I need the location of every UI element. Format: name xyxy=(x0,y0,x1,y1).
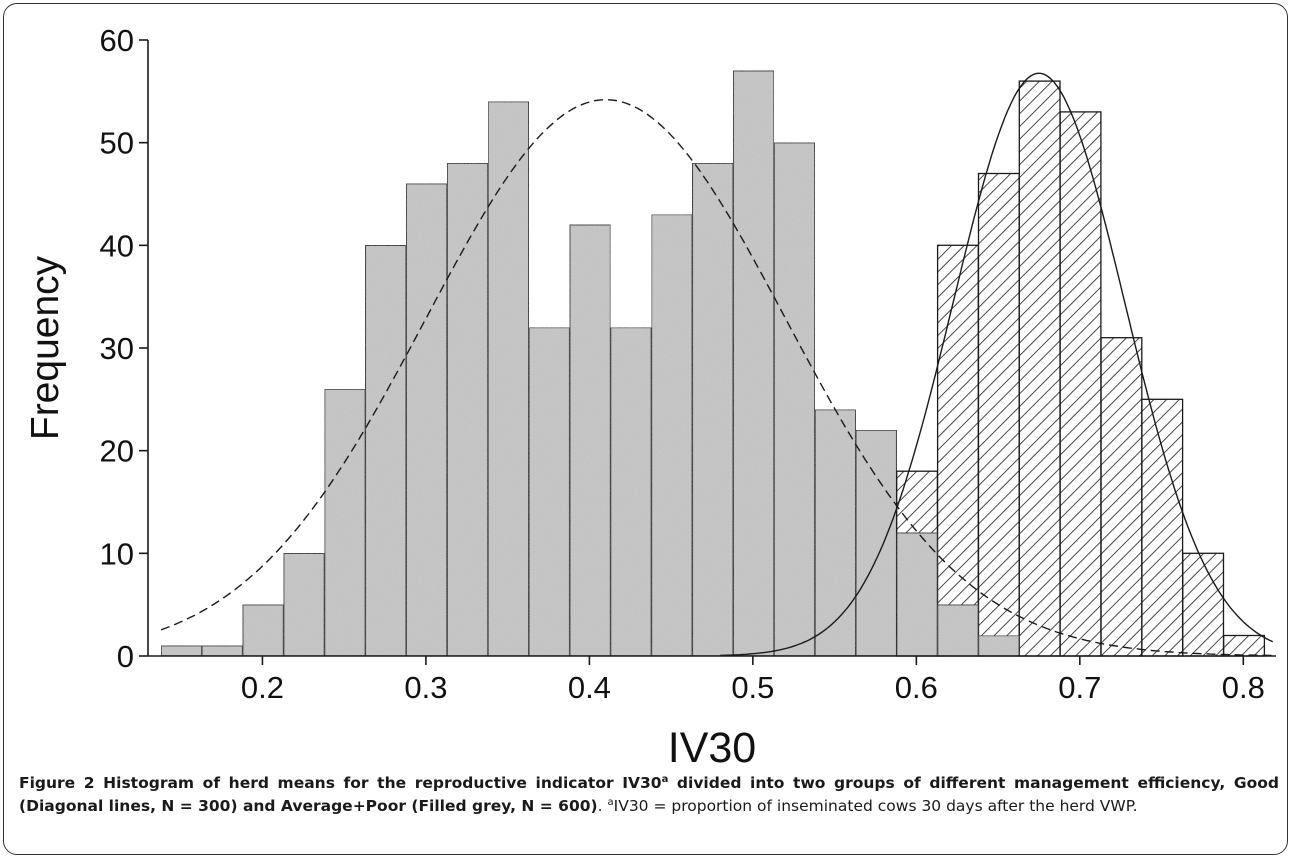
bar-diagonal-8 xyxy=(1223,634,1266,657)
x-tick-label: 0.3 xyxy=(404,670,447,705)
figure-caption: Figure 2 Histogram of herd means for the… xyxy=(19,773,1279,815)
bar-grey-17 xyxy=(855,429,898,657)
bar-grey-overlay-20 xyxy=(977,634,1020,657)
caption-note-marker: a xyxy=(607,796,614,808)
x-tick-label: 0.6 xyxy=(895,670,938,705)
density-curves xyxy=(160,72,1273,656)
x-tick-label: 0.2 xyxy=(241,670,284,705)
bar-grey-0 xyxy=(160,645,203,657)
y-ticks: 0 10 20 30 40 50 60 xyxy=(100,23,148,674)
bar-grey-15 xyxy=(773,142,816,657)
x-ticks: 0.2 0.3 0.4 0.5 0.6 0.7 0.8 xyxy=(241,656,1265,705)
y-tick-label: 10 xyxy=(100,536,134,571)
bar-grey-8 xyxy=(487,100,530,657)
bar-grey-14 xyxy=(732,70,775,657)
bar-grey-12 xyxy=(650,213,693,657)
y-tick-label: 0 xyxy=(117,639,134,674)
histogram-chart: 0 10 20 30 40 50 60 0.2 0.3 0.4 0.5 0.6 0.7 0.8 Freq… xyxy=(24,23,1276,770)
bar-diagonal-5 xyxy=(1100,337,1143,657)
y-axis-label: Frequency xyxy=(24,255,67,440)
bar-grey-overlay-18 xyxy=(896,532,939,657)
y-tick-label: 20 xyxy=(100,434,134,469)
dashed-density-curve xyxy=(160,98,1273,656)
bar-grey-4 xyxy=(323,388,366,657)
caption-lead: Figure 2 Histogram of herd means for the… xyxy=(19,773,1279,815)
bar-grey-10 xyxy=(569,224,612,657)
bar-grey-2 xyxy=(242,604,285,657)
bar-grey-13 xyxy=(691,162,734,657)
caption-note: IV30 = proportion of inseminated cows 30… xyxy=(613,797,1138,815)
x-axis-label: IV30 xyxy=(668,724,756,770)
bar-grey-7 xyxy=(446,162,489,657)
bar-grey-3 xyxy=(283,552,326,657)
bar-grey-5 xyxy=(364,244,407,657)
bar-diagonal-6 xyxy=(1141,398,1184,657)
y-tick-label: 60 xyxy=(100,23,134,58)
y-tick-label: 40 xyxy=(100,228,134,263)
bar-grey-1 xyxy=(201,645,244,657)
bar-diagonal-2 xyxy=(977,172,1020,657)
y-tick-label: 30 xyxy=(100,331,134,366)
bar-grey-9 xyxy=(528,326,571,657)
x-tick-label: 0.5 xyxy=(731,670,774,705)
bar-diagonal-4 xyxy=(1059,111,1102,657)
bar-grey-11 xyxy=(609,326,652,657)
solid-density-curve xyxy=(720,72,1273,656)
x-tick-label: 0.4 xyxy=(568,670,611,705)
x-tick-label: 0.7 xyxy=(1058,670,1101,705)
bar-diagonal-1 xyxy=(936,244,979,657)
bar-diagonal-7 xyxy=(1182,552,1225,657)
diagonal-series-bars xyxy=(896,80,1266,657)
bar-grey-16 xyxy=(814,408,857,657)
y-tick-label: 50 xyxy=(100,126,134,161)
bar-grey-overlay-19 xyxy=(936,604,979,657)
bar-diagonal-3 xyxy=(1018,80,1061,657)
bar-grey-6 xyxy=(405,183,448,657)
grey-series-bars xyxy=(160,70,1020,657)
x-tick-label: 0.8 xyxy=(1222,670,1265,705)
